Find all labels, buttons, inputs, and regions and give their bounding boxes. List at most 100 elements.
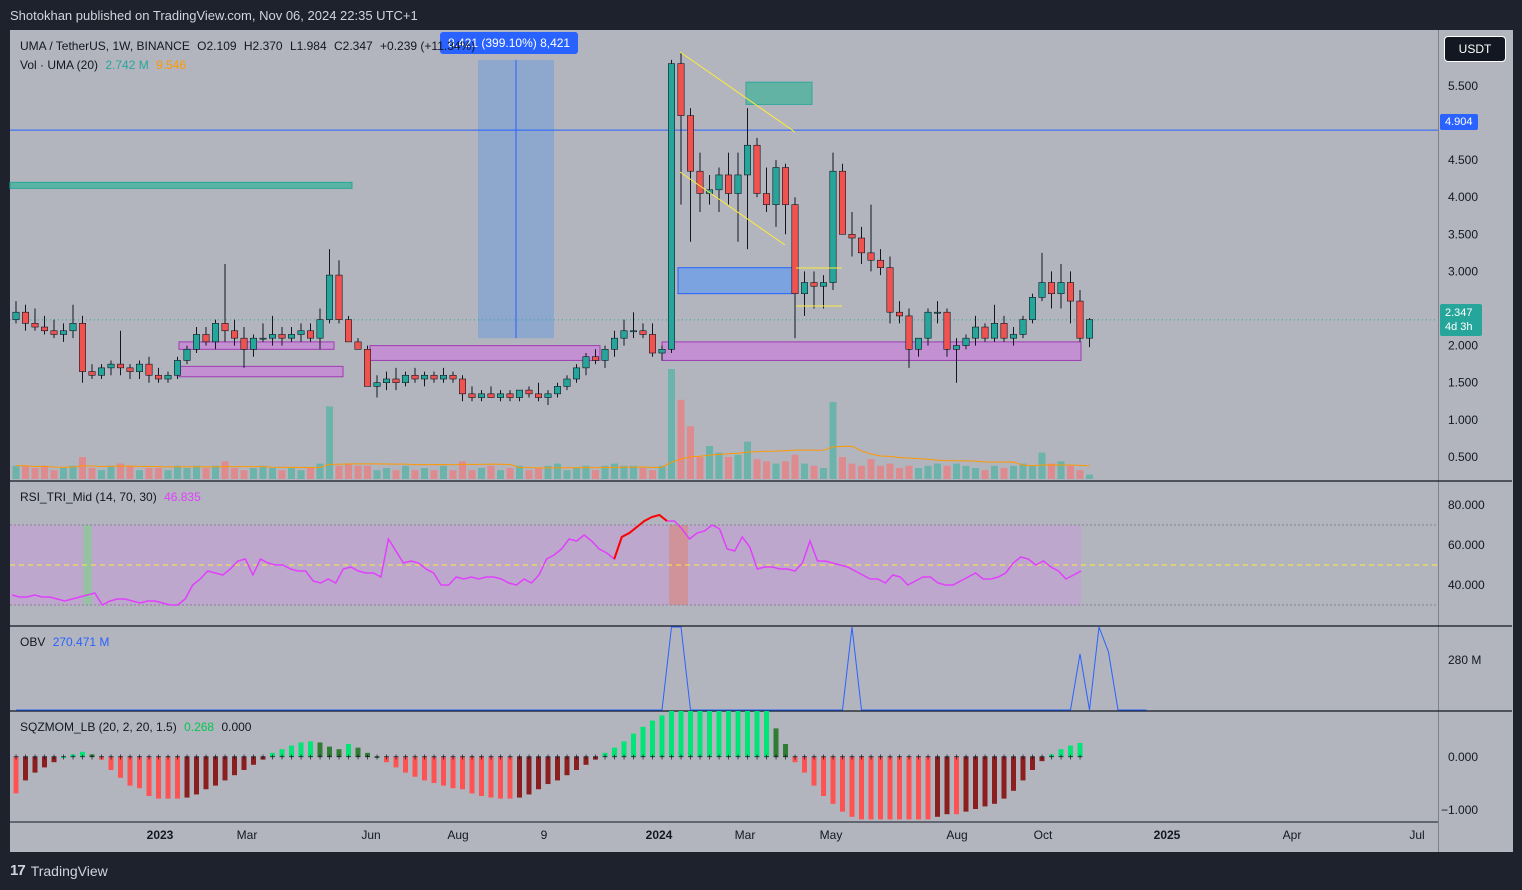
sqz-cross: + [137, 753, 143, 764]
volume-bar [943, 465, 951, 479]
candle-body [1000, 323, 1008, 339]
legend-vol-ma: 9.546 [156, 58, 187, 72]
candle-body [1029, 297, 1037, 320]
volume-bar [858, 465, 865, 479]
sqz-bar [602, 752, 608, 757]
sqz-bar [954, 757, 959, 815]
sqz-cross: + [859, 753, 865, 764]
volume-bar [430, 470, 438, 479]
sqz-bar [42, 757, 47, 768]
rsi-line [11, 514, 1082, 606]
sqz-cross: + [650, 753, 656, 764]
sqz-cross: + [688, 753, 694, 764]
volume-bar [98, 470, 105, 479]
price-tick: 3.000 [1448, 264, 1478, 278]
sqz-bar [156, 757, 161, 799]
sqz-bar [441, 757, 446, 786]
candle-body [620, 330, 628, 339]
candle-body [126, 367, 134, 372]
sqz-cross: + [403, 753, 409, 764]
candle-body [819, 282, 827, 287]
tradingview-logo-icon: 17 [10, 862, 26, 879]
sqz-bar [203, 757, 209, 790]
candle-body [629, 330, 637, 333]
sqz-bar [298, 742, 304, 757]
candle-body [373, 382, 381, 387]
candle-body [563, 378, 571, 387]
sqz-cross: + [289, 753, 295, 764]
sqz-bar [108, 757, 114, 770]
volume-bar [810, 465, 818, 479]
sqz-bar [251, 757, 256, 765]
sqz-bar [279, 749, 285, 757]
volume-bar [1067, 465, 1074, 479]
candle-body [354, 341, 362, 350]
candle-body [582, 356, 590, 369]
candle-body [990, 323, 998, 339]
sqz-cross: + [355, 753, 361, 764]
sqz-cross: + [327, 753, 333, 764]
sqz-bar [89, 754, 95, 757]
sqz-bar [479, 757, 484, 796]
sqz-bar [51, 757, 57, 763]
price-tick: 4.000 [1448, 190, 1478, 204]
sqz-cross: + [365, 753, 371, 764]
sqz-bar [70, 754, 76, 757]
legend-sqz-value: 0.268 [184, 720, 215, 734]
volume-bar [877, 465, 884, 479]
candle-body [325, 274, 333, 320]
price-axis[interactable] [1438, 30, 1513, 852]
sqz-cross: + [127, 753, 133, 764]
volume-bar [335, 465, 343, 479]
time-tick: Mar [237, 828, 258, 842]
sqz-cross: + [716, 753, 722, 764]
sqz-cross: + [840, 753, 846, 764]
candle-body [810, 282, 818, 287]
sqz-bar [355, 747, 361, 757]
sqz-bar [412, 757, 418, 777]
sqz-bar [688, 711, 693, 757]
candle-body [848, 234, 856, 239]
legend-vol-label: Vol · UMA (20) [20, 58, 99, 72]
time-tick: Oct [1034, 828, 1053, 842]
sqz-bar [916, 757, 921, 820]
sqz-bar [213, 757, 218, 786]
rsi-tick: 60.000 [1448, 538, 1485, 552]
sqz-bar [925, 757, 931, 820]
volume-bar [221, 461, 229, 479]
measure-label[interactable]: 8,421 (399.10%) 8,421 [440, 32, 579, 54]
volume-bar [1010, 465, 1017, 479]
candle-body [145, 363, 153, 376]
volume-bar [962, 465, 970, 479]
currency-button[interactable]: USDT [1444, 36, 1506, 62]
candle-body [648, 334, 656, 354]
sqz-cross: + [346, 753, 352, 764]
sqz-bar [346, 744, 351, 757]
purple-zone-4 [661, 341, 1082, 361]
sqz-cross: + [460, 753, 466, 764]
bar-countdown: 4d 3h [1445, 321, 1473, 333]
sqz-cross: + [821, 753, 827, 764]
chart-area[interactable] [10, 30, 1512, 852]
sqz-bar [631, 733, 636, 757]
sqz-bar [127, 757, 133, 786]
sqz-bar [184, 757, 190, 798]
sqz-tick: 0.000 [1448, 750, 1478, 764]
sqz-cross: + [726, 753, 732, 764]
footer-brand[interactable]: 17 TradingView [10, 862, 108, 879]
volume-bar [497, 470, 504, 479]
volume-bar [649, 470, 656, 479]
legend-main: UMA / TetherUS, 1W, BINANCE O2.109 H2.37… [20, 39, 475, 53]
sqz-cross: + [80, 753, 86, 764]
sqz-cross: + [241, 753, 247, 764]
legend-open: O2.109 [197, 39, 237, 53]
volume-bar [516, 465, 523, 479]
candle-body [971, 326, 979, 339]
candle-body [231, 330, 239, 339]
sqz-bar [1049, 754, 1054, 757]
candle-body [449, 374, 457, 380]
candle-body [316, 319, 324, 339]
sqz-cross: + [564, 753, 570, 764]
volume-bar [193, 465, 200, 479]
